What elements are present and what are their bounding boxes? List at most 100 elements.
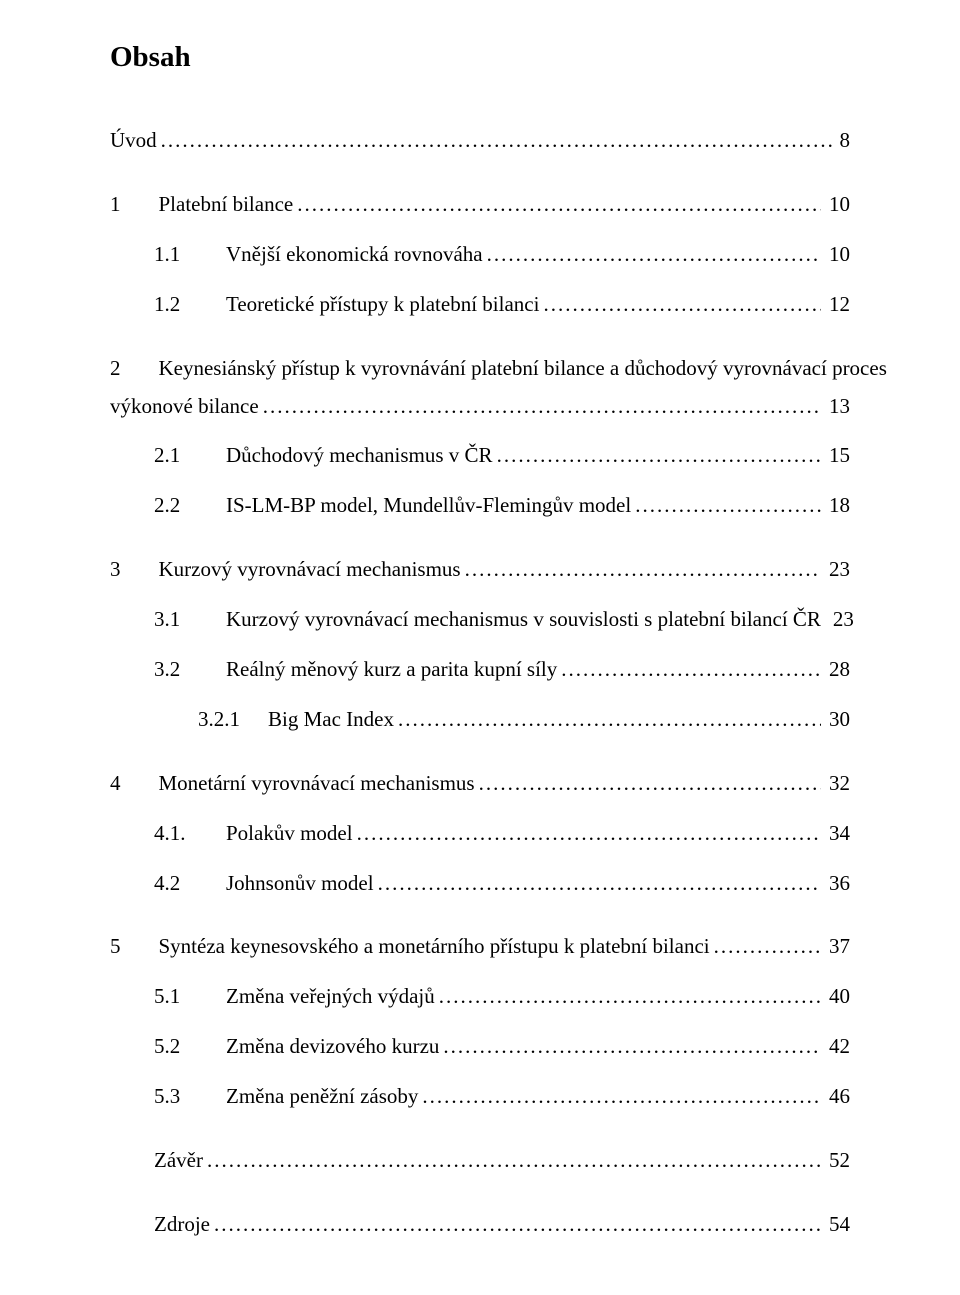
- toc-page: 42: [825, 1027, 850, 1067]
- toc-label: Změna peněžní zásoby: [226, 1077, 418, 1117]
- toc-number: 5.1: [154, 977, 226, 1017]
- toc-label: Platební bilance: [159, 185, 294, 225]
- toc-leader: [465, 550, 821, 590]
- toc-leader: [561, 650, 821, 690]
- toc-label: Big Mac Index: [268, 700, 394, 740]
- toc-row: 1.2Teoretické přístupy k platební bilanc…: [110, 285, 850, 325]
- toc-page: 23: [825, 550, 850, 590]
- toc-page: 34: [825, 814, 850, 854]
- toc-page: 8: [836, 121, 851, 161]
- toc-page: 12: [825, 285, 850, 325]
- toc-row: Závěr 52: [110, 1141, 850, 1181]
- toc-label: Syntéza keynesovského a monetárního přís…: [159, 927, 710, 967]
- toc-label: Monetární vyrovnávací mechanismus: [159, 764, 475, 804]
- toc-leader: [714, 927, 821, 967]
- toc-leader: [487, 235, 821, 275]
- toc-label: Úvod: [110, 121, 157, 161]
- toc-page: 37: [825, 927, 850, 967]
- toc-row: 1.1Vnější ekonomická rovnováha 10: [110, 235, 850, 275]
- toc-page: 10: [825, 235, 850, 275]
- toc-page: 23: [829, 600, 854, 640]
- toc-page: 40: [825, 977, 850, 1017]
- toc-row: 5.3Změna peněžní zásoby 46: [110, 1077, 850, 1117]
- toc-spacer: [110, 913, 850, 927]
- toc-number: 1: [110, 185, 159, 225]
- toc-row: 2.2IS-LM-BP model, Mundellův-Flemingův m…: [110, 486, 850, 526]
- toc-page: 30: [825, 700, 850, 740]
- toc-row: 3Kurzový vyrovnávací mechanismus 23: [110, 550, 850, 590]
- toc-page: 28: [825, 650, 850, 690]
- toc-row: 2Keynesiánský přístup k vyrovnávání plat…: [110, 349, 850, 389]
- toc-row: 4Monetární vyrovnávací mechanismus 32: [110, 764, 850, 804]
- toc-page: 10: [825, 185, 850, 225]
- toc-leader: [443, 1027, 821, 1067]
- toc-row: Úvod 8: [110, 121, 850, 161]
- toc-label: výkonové bilance: [110, 387, 259, 427]
- toc-number: 2: [110, 349, 159, 389]
- toc-number: 1.1: [154, 235, 226, 275]
- toc-label: Změna veřejných výdajů: [226, 977, 435, 1017]
- toc-number: 5.2: [154, 1027, 226, 1067]
- toc-page: 54: [825, 1205, 850, 1245]
- toc-leader: [161, 121, 832, 161]
- toc-label: Zdroje: [154, 1205, 210, 1245]
- toc-leader: [207, 1141, 821, 1181]
- toc-number: 3.2: [154, 650, 226, 690]
- toc-label: Kurzový vyrovnávací mechanismus: [159, 550, 461, 590]
- toc-page: 36: [825, 864, 850, 904]
- toc-row: 3.2.1Big Mac Index 30: [110, 700, 850, 740]
- toc-number: 3.2.1: [198, 700, 268, 740]
- toc-number: 2.2: [154, 486, 226, 526]
- toc-number: 3: [110, 550, 159, 590]
- toc-page: 52: [825, 1141, 850, 1181]
- toc-number: 5: [110, 927, 159, 967]
- toc-row: 5Syntéza keynesovského a monetárního pří…: [110, 927, 850, 967]
- toc-number: 2.1: [154, 436, 226, 476]
- document-title: Obsah: [110, 30, 850, 85]
- toc-label: Keynesiánský přístup k vyrovnávání plate…: [159, 349, 887, 389]
- toc-page: 46: [825, 1077, 850, 1117]
- toc-leader: [297, 185, 821, 225]
- toc-page: 15: [825, 436, 850, 476]
- toc-label: Vnější ekonomická rovnováha: [226, 235, 483, 275]
- toc-spacer: [110, 750, 850, 764]
- toc-row: 3.1Kurzový vyrovnávací mechanismus v sou…: [110, 600, 850, 640]
- toc-number: 4: [110, 764, 159, 804]
- toc-label: Teoretické přístupy k platební bilanci: [226, 285, 539, 325]
- toc-leader: [497, 436, 821, 476]
- toc-label: Johnsonův model: [226, 864, 374, 904]
- toc-row: 5.2Změna devizového kurzu 42: [110, 1027, 850, 1067]
- toc-label: Kurzový vyrovnávací mechanismus v souvis…: [226, 600, 821, 640]
- toc-leader: [378, 864, 821, 904]
- toc-row: 5.1Změna veřejných výdajů 40: [110, 977, 850, 1017]
- toc-page: 32: [825, 764, 850, 804]
- toc-page: 18: [825, 486, 850, 526]
- toc-spacer: [110, 1127, 850, 1141]
- toc-row: 2.1Důchodový mechanismus v ČR15: [110, 436, 850, 476]
- table-of-contents: Úvod81Platební bilance101.1Vnější ekonom…: [110, 121, 850, 1245]
- toc-label: Reálný měnový kurz a parita kupní síly: [226, 650, 557, 690]
- toc-number: 4.2: [154, 864, 226, 904]
- toc-row: 3.2Reálný měnový kurz a parita kupní síl…: [110, 650, 850, 690]
- toc-spacer: [110, 536, 850, 550]
- toc-label: Změna devizového kurzu: [226, 1027, 439, 1067]
- toc-page: 13: [825, 387, 850, 427]
- toc-number: 4.1.: [154, 814, 226, 854]
- toc-leader: [398, 700, 821, 740]
- toc-leader: [422, 1077, 821, 1117]
- toc-row: 4.2Johnsonův model 36: [110, 864, 850, 904]
- toc-label: Závěr: [154, 1141, 203, 1181]
- toc-row: 1Platební bilance 10: [110, 185, 850, 225]
- toc-spacer: [110, 335, 850, 349]
- toc-spacer: [110, 171, 850, 185]
- toc-row: Zdroje 54: [110, 1205, 850, 1245]
- toc-number: 5.3: [154, 1077, 226, 1117]
- toc-leader: [635, 486, 821, 526]
- toc-row: 4.1.Polakův model 34: [110, 814, 850, 854]
- toc-leader: [479, 764, 821, 804]
- toc-label: Polakův model: [226, 814, 353, 854]
- toc-leader: [263, 387, 821, 427]
- toc-spacer: [110, 1191, 850, 1205]
- toc-leader: [439, 977, 821, 1017]
- toc-leader: [357, 814, 821, 854]
